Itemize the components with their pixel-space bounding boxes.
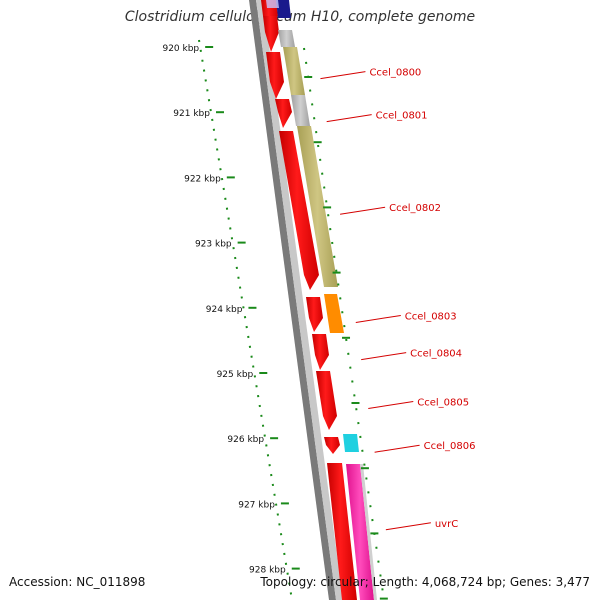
gene-reverse-4 [279, 131, 319, 290]
gene-label-leader [355, 314, 401, 323]
gene-forward-cyan [343, 434, 359, 452]
gene-label-leader [320, 71, 366, 80]
scale-tick-label: 921 kbp [173, 109, 210, 119]
gene-reverse-7 [316, 371, 337, 430]
gene-label: Ccel_0805 [417, 398, 469, 409]
gene-label-leader [385, 522, 431, 531]
gene-label: uvrC [435, 519, 458, 530]
scale-tick-label: 928 kbp [249, 566, 286, 576]
scale-tick-label: 922 kbp [184, 174, 221, 184]
gene-forward-gray-1 [278, 30, 295, 47]
backbone-light [256, 0, 343, 600]
gene-label: Ccel_0804 [410, 349, 462, 360]
scale-tick-label: 923 kbp [195, 240, 232, 250]
scale-tick-label: 920 kbp [162, 44, 199, 54]
gene-forward-gray-bottom [360, 464, 377, 600]
gene-forward-gray-2 [291, 95, 310, 126]
scale-tick-label: 924 kbp [206, 305, 243, 315]
gene-reverse-3 [275, 99, 292, 128]
gene-label: Ccel_0803 [405, 311, 457, 322]
gene-label: Ccel_0802 [389, 203, 441, 214]
gene-forward-orange [324, 294, 344, 333]
scale-tick-label: 925 kbp [217, 370, 254, 380]
scale-tick-label: 927 kbp [238, 500, 275, 510]
scale-tick-label: 926 kbp [227, 435, 264, 445]
gene-reverse-2 [266, 52, 284, 99]
accession-text: Accession: NC_011898 [9, 575, 146, 589]
gene-partial-navy-top [276, 0, 291, 18]
gene-reverse-5 [306, 297, 323, 332]
gene-forward-olive-2 [297, 126, 338, 287]
gene-label-leader [361, 352, 407, 361]
gene-reverse-9 [327, 463, 357, 600]
topology-text: Topology: circular; Length: 4,068,724 bp… [260, 575, 590, 589]
gene-label-leader [374, 444, 420, 453]
gene-label: Ccel_0800 [369, 68, 421, 79]
scale-ticks: 920 kbp 921 kbp 922 kbp 923 kbp 924 kbp 925 k… [162, 44, 388, 600]
map-title: Clostridium cellulolyticum H10, complete… [124, 9, 476, 25]
gene-label: Ccel_0801 [376, 111, 428, 122]
gene-label-leader [368, 401, 414, 410]
gene-reverse-8 [324, 437, 340, 454]
gene-partial-navy-light [266, 0, 279, 8]
gene-label-leader [340, 206, 386, 215]
gene-reverse-1 [263, 16, 279, 52]
gene-labels: Ccel_0800 Ccel_0801 Ccel_0802 Ccel_0803 Ccel… [320, 68, 476, 531]
gene-label-leader [326, 114, 372, 123]
gene-forward-olive-1 [283, 47, 305, 95]
gene-reverse-6 [312, 334, 329, 370]
gene-label: Ccel_0806 [424, 441, 476, 452]
gene-forward-magenta [346, 464, 374, 600]
backbone-dark [249, 0, 336, 600]
